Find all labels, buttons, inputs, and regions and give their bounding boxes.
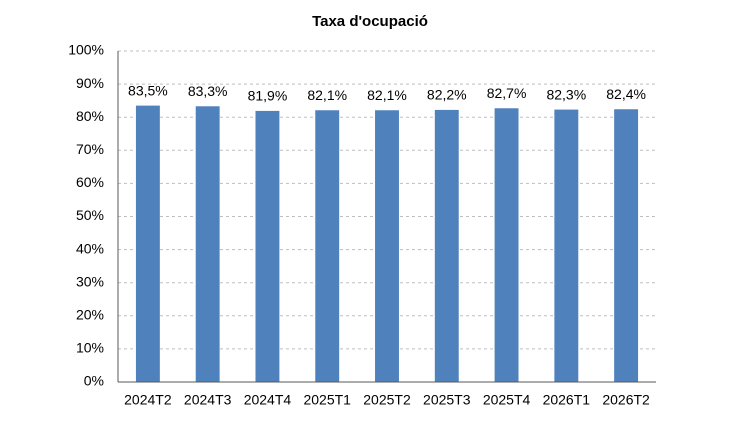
data-label: 83,5% (128, 82, 168, 98)
y-tick-label: 80% (76, 108, 104, 124)
y-tick-label: 10% (76, 340, 104, 356)
data-label: 83,3% (188, 83, 228, 99)
x-tick-label: 2024T4 (244, 392, 292, 408)
data-label: 82,3% (546, 86, 586, 102)
data-label: 82,2% (427, 87, 467, 103)
bar (195, 106, 220, 382)
data-label: 82,1% (367, 87, 407, 103)
x-tick-label: 2026T2 (602, 392, 650, 408)
data-label: 82,4% (606, 86, 646, 102)
x-tick-label: 2025T2 (363, 392, 411, 408)
x-tick-label: 2025T4 (483, 392, 531, 408)
y-tick-label: 70% (76, 141, 104, 157)
x-tick-label: 2025T3 (423, 392, 471, 408)
y-tick-label: 40% (76, 240, 104, 256)
y-tick-label: 90% (76, 75, 104, 91)
chart-title: Taxa d'ocupació (312, 13, 428, 30)
bar (494, 108, 519, 382)
x-tick-label: 2026T1 (543, 392, 591, 408)
x-tick-label: 2024T2 (124, 392, 172, 408)
bar (614, 109, 639, 383)
y-tick-label: 60% (76, 174, 104, 190)
y-tick-label: 0% (84, 373, 104, 389)
data-label: 81,9% (248, 88, 288, 104)
data-label: 82,1% (307, 87, 347, 103)
y-tick-label: 30% (76, 273, 104, 289)
x-tick-label: 2024T3 (184, 392, 232, 408)
data-label: 82,7% (487, 85, 527, 101)
y-tick-label: 50% (76, 207, 104, 223)
y-tick-label: 20% (76, 307, 104, 323)
bar (554, 109, 579, 382)
bar (135, 105, 160, 383)
bar (434, 109, 459, 382)
y-tick-label: 100% (68, 42, 104, 58)
x-tick-label: 2025T1 (303, 392, 351, 408)
bar (255, 110, 280, 382)
bar (315, 110, 340, 383)
bar (375, 110, 399, 383)
